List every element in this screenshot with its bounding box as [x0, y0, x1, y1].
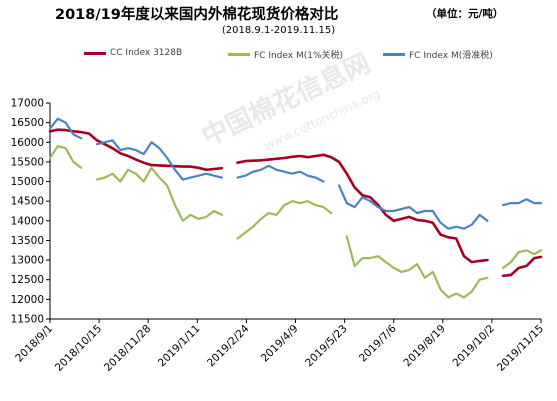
legend-swatch-fc-sliding — [383, 53, 405, 56]
x-tick-label: 2019/2/24 — [205, 322, 252, 369]
y-tick-label: 17000 — [11, 98, 44, 110]
series-line-cc-index — [48, 128, 543, 278]
x-tick-label: 2019/8/19 — [401, 323, 448, 370]
legend: CC Index 3128B FC Index M(1%关税) FC Index… — [0, 48, 557, 64]
legend-label-fc-1pct: FC Index M(1%关税) — [254, 51, 344, 61]
legend-swatch-cc-index — [84, 51, 106, 55]
x-tick-label: 2018/9/1 — [13, 323, 55, 365]
x-tick-label: 2019/10/2 — [450, 323, 497, 370]
x-tick-label: 2019/1/11 — [156, 323, 203, 370]
x-tick-label: 2019/4/9 — [259, 323, 301, 365]
y-tick-label: 15500 — [11, 156, 44, 168]
legend-swatch-fc-1pct — [228, 53, 250, 56]
chart-unit: （单位：元/吨） — [426, 8, 504, 20]
y-tick-label: 12000 — [11, 294, 44, 306]
x-tick-label: 2019/7/6 — [357, 322, 399, 364]
y-tick-label: 13000 — [11, 255, 44, 267]
y-tick-label: 14500 — [11, 196, 44, 208]
y-tick-label: 13500 — [11, 235, 44, 247]
y-tick-label: 15000 — [11, 176, 44, 188]
chart-title: 2018/19年度以来国内外棉花现货价格对比 — [55, 7, 339, 23]
legend-label-cc-index: CC Index 3128B — [110, 48, 183, 58]
series-line-fc-1pct — [48, 145, 543, 299]
y-tick-label: 12500 — [11, 274, 44, 286]
y-tick-label: 16000 — [11, 137, 44, 149]
y-tick-label: 16500 — [11, 117, 44, 129]
y-tick-label: 14000 — [11, 215, 44, 227]
legend-label-fc-sliding: FC Index M(滑准税) — [409, 51, 493, 61]
legend-item-fc-sliding: FC Index M(滑准税) — [383, 48, 493, 61]
series-line-fc-sliding — [48, 117, 543, 230]
x-tick-label: 2019/5/23 — [303, 323, 350, 370]
x-tick-label: 2019/11/15 — [495, 323, 546, 374]
legend-item-fc-1pct: FC Index M(1%关税) — [228, 48, 343, 61]
chart-subtitle: (2018.9.1-2019.11.15) — [221, 25, 336, 36]
x-tick-label: 2018/11/28 — [102, 323, 153, 374]
y-tick-label: 11500 — [11, 314, 44, 326]
x-tick-label: 2018/10/15 — [53, 323, 104, 374]
legend-item-cc-index: CC Index 3128B — [84, 48, 182, 58]
